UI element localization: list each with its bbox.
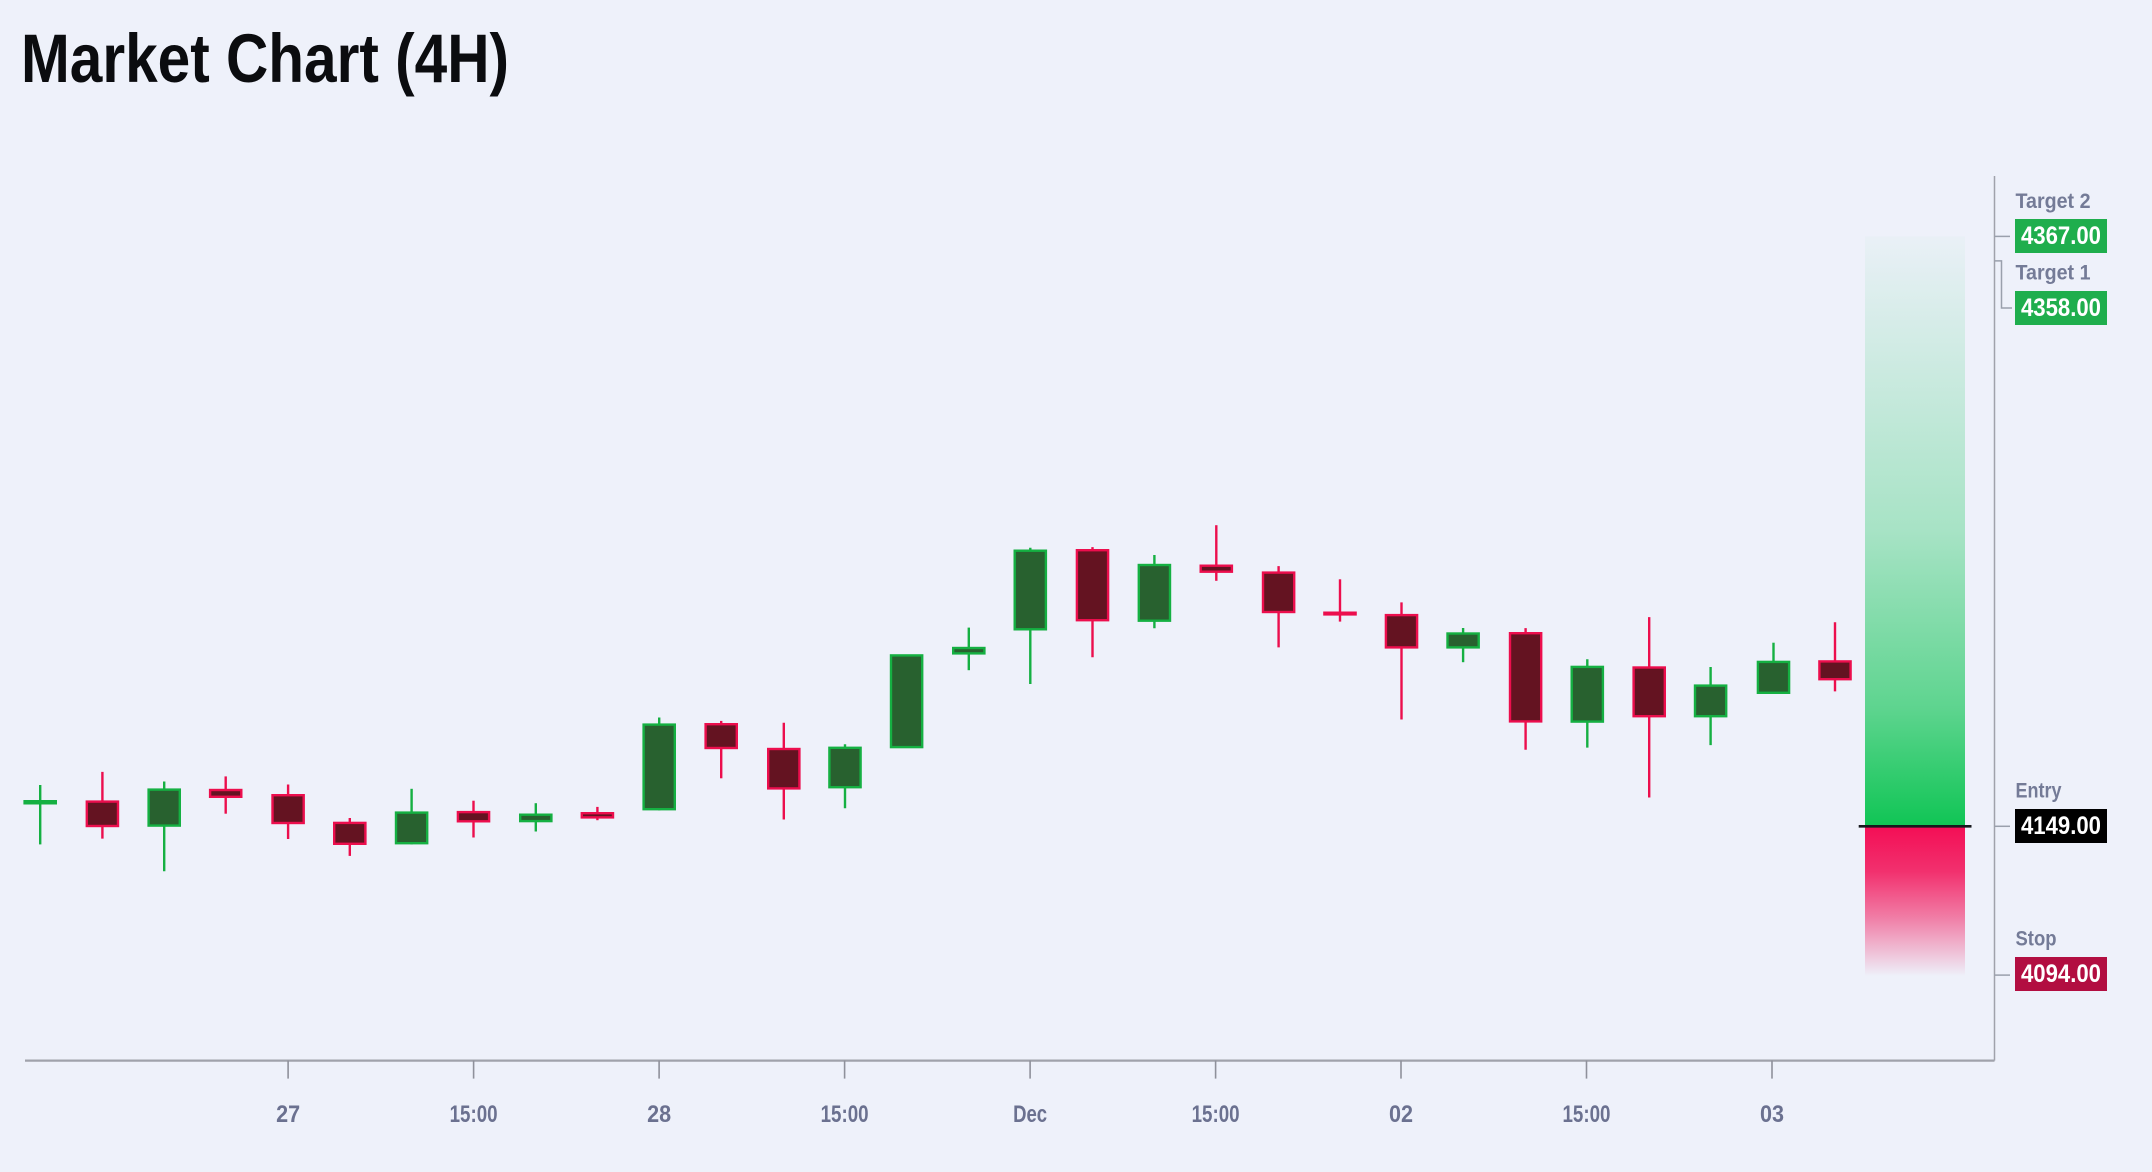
svg-text:Target 1: Target 1 — [2016, 261, 2091, 284]
svg-text:Entry: Entry — [2016, 780, 2062, 803]
svg-text:15:00: 15:00 — [450, 1101, 498, 1128]
svg-text:03: 03 — [1760, 1101, 1784, 1128]
svg-text:4149.00: 4149.00 — [2021, 812, 2101, 840]
svg-text:15:00: 15:00 — [821, 1101, 869, 1128]
svg-text:Target 2: Target 2 — [2016, 190, 2091, 213]
svg-text:15:00: 15:00 — [1192, 1101, 1240, 1128]
svg-text:4358.00: 4358.00 — [2021, 294, 2101, 322]
svg-text:4094.00: 4094.00 — [2021, 960, 2101, 988]
svg-text:02: 02 — [1389, 1101, 1413, 1128]
svg-text:27: 27 — [276, 1101, 300, 1128]
svg-text:4367.00: 4367.00 — [2021, 222, 2101, 250]
svg-text:28: 28 — [647, 1101, 671, 1128]
svg-text:Dec: Dec — [1013, 1101, 1047, 1128]
svg-text:Stop: Stop — [2016, 928, 2057, 951]
svg-text:15:00: 15:00 — [1563, 1101, 1611, 1128]
svg-text:Market Chart (4H): Market Chart (4H) — [21, 20, 509, 97]
